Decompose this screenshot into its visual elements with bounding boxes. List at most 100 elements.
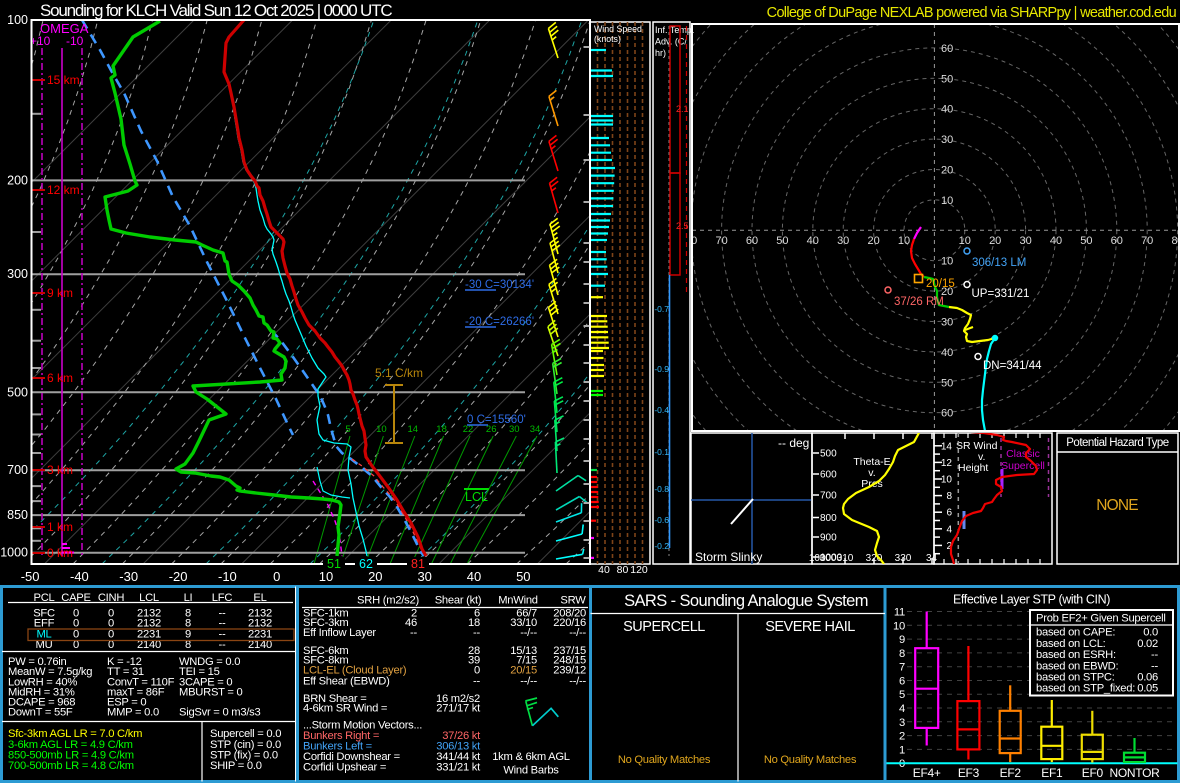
svg-text:Supercell: Supercell [1001,460,1045,472]
svg-text:4: 4 [946,524,952,535]
svg-text:2.1: 2.1 [676,104,689,114]
svg-text:0: 0 [474,665,480,677]
svg-text:+10: +10 [30,34,51,48]
svg-text:TT = 31: TT = 31 [107,666,144,678]
svg-text:--: -- [219,608,226,620]
svg-text:2140: 2140 [137,639,161,651]
svg-text:TEI = 15: TEI = 15 [179,666,220,678]
svg-text:10: 10 [893,620,905,632]
svg-text:Classic: Classic [1006,448,1040,460]
svg-text:hr): hr) [655,48,666,58]
svg-text:-0.9: -0.9 [654,364,669,374]
svg-text:LowRH = 40%: LowRH = 40% [8,677,77,689]
svg-text:8: 8 [899,648,905,660]
svg-text:NONE: NONE [1096,497,1138,514]
svg-text:20/15: 20/15 [510,665,537,677]
svg-text:9: 9 [185,629,191,641]
svg-text:LFC: LFC [212,592,233,604]
svg-text:Wind Speed: Wind Speed [594,24,642,34]
svg-text:Shear (kt): Shear (kt) [435,595,482,607]
svg-text:Adv. (C/: Adv. (C/ [655,37,687,47]
svg-text:Eff Inflow Layer: Eff Inflow Layer [303,627,376,639]
svg-text:28: 28 [468,645,480,657]
svg-text:0: 0 [73,608,79,620]
svg-text:0: 0 [73,618,79,630]
svg-text:200: 200 [7,173,28,187]
svg-text:30: 30 [1019,235,1031,247]
svg-text:-0.2: -0.2 [654,541,669,551]
svg-text:320: 320 [866,553,883,564]
svg-text:341/44 kt: 341/44 kt [436,751,481,763]
svg-text:2132: 2132 [248,618,272,630]
svg-text:20: 20 [368,569,382,584]
svg-text:EL: EL [253,592,266,604]
svg-text:NONTOR: NONTOR [1110,766,1161,780]
svg-text:WNDG = 0.0: WNDG = 0.0 [179,656,240,668]
svg-text:600: 600 [820,470,837,481]
svg-text:Effective Layer STP (with CIN): Effective Layer STP (with CIN) [953,593,1110,607]
svg-text:2132: 2132 [137,608,161,620]
svg-text:5: 5 [899,689,905,701]
svg-text:37/26 kt: 37/26 kt [442,730,481,742]
svg-text:39: 39 [468,655,480,667]
svg-text:850-500mb LR = 4.9 C/km: 850-500mb LR = 4.9 C/km [8,750,134,762]
svg-text:CAPE: CAPE [61,592,90,604]
svg-text:9 km: 9 km [47,286,73,300]
svg-text:62: 62 [359,557,373,571]
svg-text:1000: 1000 [820,553,843,564]
svg-text:22: 22 [463,424,474,435]
svg-text:6 km: 6 km [47,371,73,385]
svg-text:40: 40 [807,235,819,247]
svg-text:1000: 1000 [0,546,28,560]
svg-text:10: 10 [376,424,387,435]
svg-text:0.05: 0.05 [1137,683,1158,695]
svg-text:50: 50 [776,235,788,247]
svg-text:20: 20 [941,165,953,177]
svg-text:14: 14 [408,424,419,435]
svg-text:46: 46 [405,617,417,629]
svg-text:12 km: 12 km [47,183,80,197]
svg-text:26: 26 [486,424,497,435]
svg-text:20/15: 20/15 [926,278,955,290]
svg-text:40: 40 [941,347,953,359]
svg-text:LCL: LCL [139,592,159,604]
svg-text:No Quality Matches: No Quality Matches [764,754,857,766]
svg-text:30: 30 [941,317,953,329]
svg-text:DCAPE = 968: DCAPE = 968 [8,697,75,709]
svg-text:-- deg: -- deg [778,436,809,450]
svg-text:Sounding for KLCH Valid Sun 1: Sounding for KLCH Valid Sun 12 Oct 2025 … [40,1,392,20]
svg-text:ESP = 0: ESP = 0 [107,697,146,709]
svg-text:20: 20 [989,235,1001,247]
svg-text:60: 60 [941,408,953,420]
svg-text:SRW: SRW [560,595,586,607]
svg-text:Inf. Temp.: Inf. Temp. [655,25,694,35]
svg-text:--: -- [219,618,226,630]
svg-text:--: -- [410,627,417,639]
svg-text:-20 C=26266': -20 C=26266' [465,316,534,328]
svg-text:1 km: 1 km [47,520,73,534]
svg-text:Prob EF2+ Given Supercell: Prob EF2+ Given Supercell [1036,613,1166,625]
svg-text:15/13: 15/13 [510,645,537,657]
svg-text:0 km: 0 km [47,546,73,560]
svg-text:51: 51 [327,557,341,571]
svg-text:330: 330 [895,553,912,564]
svg-text:EF2: EF2 [1000,766,1022,780]
svg-text:College of DuPage NEXLAB power: College of DuPage NEXLAB powered via SHA… [767,5,1177,21]
svg-text:8: 8 [946,491,952,502]
svg-text:STP (fix) = 0.0: STP (fix) = 0.0 [210,750,278,762]
svg-text:20: 20 [867,235,879,247]
svg-text:-20: -20 [169,569,188,584]
svg-text:EF0: EF0 [1082,766,1104,780]
svg-text:Supercell = 0.0: Supercell = 0.0 [210,728,281,740]
svg-text:based on ESRH:: based on ESRH: [1036,649,1116,661]
svg-text:50: 50 [941,377,953,389]
svg-text:0.02: 0.02 [1137,638,1158,650]
svg-text:--: -- [219,639,226,651]
svg-text:40: 40 [467,569,481,584]
svg-text:EF3: EF3 [958,766,980,780]
svg-text:7: 7 [899,662,905,674]
svg-text:0 C=15560': 0 C=15560' [467,414,526,426]
svg-text:34: 34 [530,424,541,435]
svg-text:1km & 6km AGL: 1km & 6km AGL [492,751,570,763]
svg-text:SEVERE HAIL: SEVERE HAIL [765,619,855,635]
